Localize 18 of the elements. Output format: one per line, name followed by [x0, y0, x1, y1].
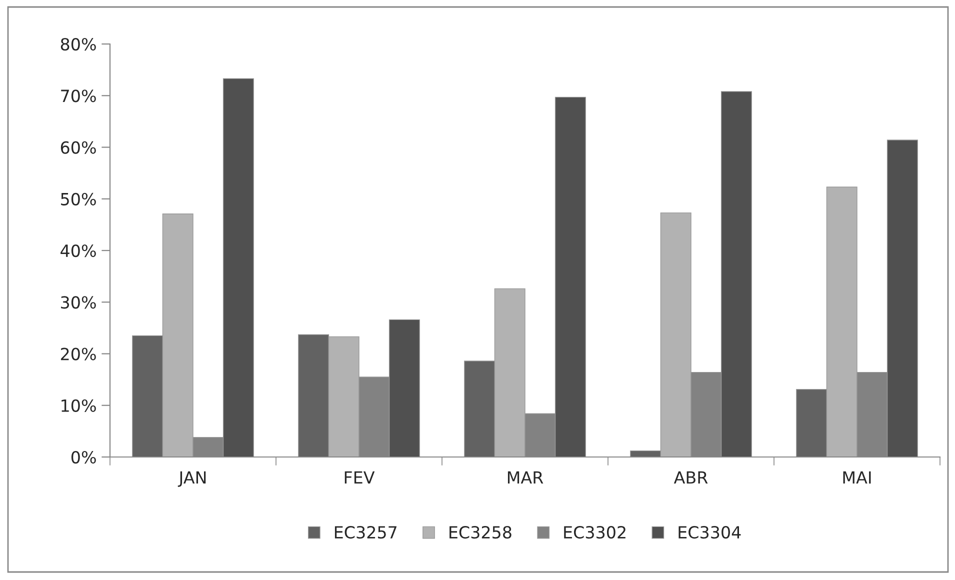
x-tick-label: MAR [508, 471, 544, 484]
y-tick-label: 20% [60, 348, 96, 360]
y-tick-label: 80% [60, 38, 96, 51]
x-tick-label: MAI [843, 471, 871, 484]
x-tick-label: JAN [178, 471, 206, 487]
y-tick-label: 50% [61, 192, 96, 206]
y-tick-label: 60% [60, 141, 96, 154]
y-tick-label: 0% [71, 450, 96, 464]
x-tick-label: FEV [344, 471, 375, 484]
legend-label: EC3258 [450, 526, 512, 539]
y-tick-label: 30% [61, 296, 96, 309]
y-tick-label: 10% [62, 399, 96, 412]
legend-label: EC3304 [678, 526, 741, 539]
legend-label: EC3257 [334, 526, 396, 539]
x-tick-label: ABR [674, 471, 708, 484]
y-tick-label: 70% [61, 90, 96, 102]
y-tick-label: 40% [60, 244, 96, 258]
legend-label: EC3302 [564, 526, 626, 539]
